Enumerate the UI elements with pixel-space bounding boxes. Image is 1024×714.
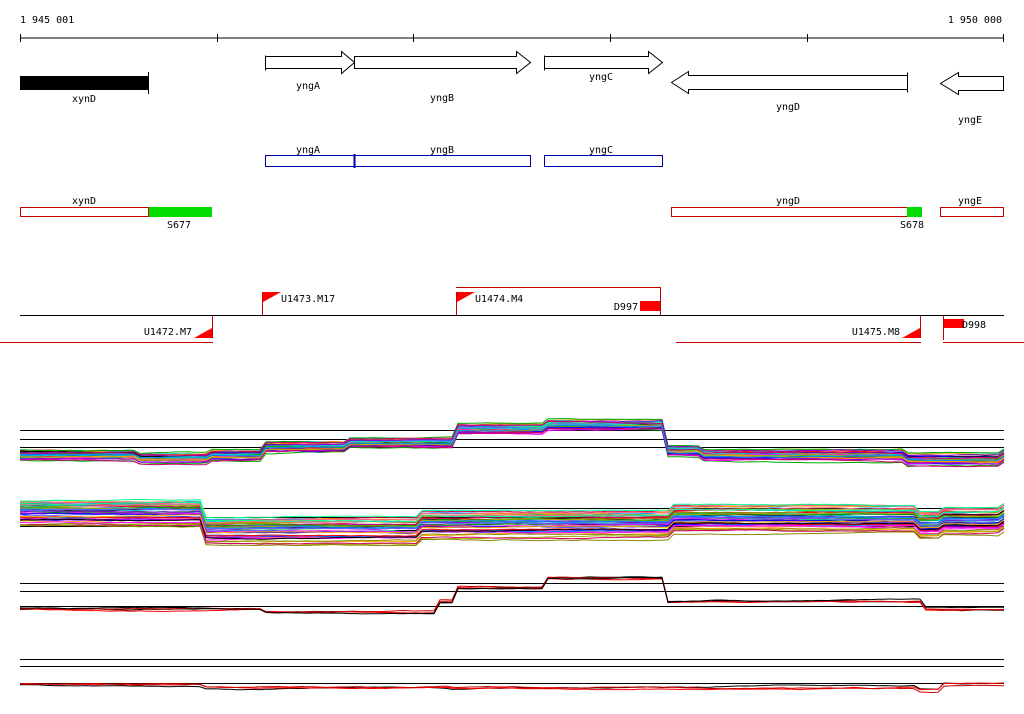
terminator-label-D998: D998 <box>962 320 986 331</box>
panel-2-series-line <box>19 515 1005 537</box>
panel-2-series-line <box>19 507 1005 528</box>
position-ruler: 1 945 001 1 950 000 <box>20 15 1004 42</box>
transcript-box-yngE[interactable] <box>940 207 1004 217</box>
promoter-label-U1473.M17: U1473.M17 <box>281 294 335 305</box>
panel-2-series-line <box>19 507 1005 529</box>
panel-2-series-line <box>19 515 1005 539</box>
gene-yngA[interactable] <box>265 50 356 75</box>
panel-2-series-line <box>19 521 1005 541</box>
gene-yngB[interactable] <box>354 50 532 75</box>
ruler-ticks <box>20 34 1004 42</box>
gene-track: xynD yngA yngB yngC yngD yngE <box>20 50 1004 126</box>
gene-yngE[interactable] <box>939 71 1004 96</box>
gene-label-yngA: yngA <box>296 81 320 92</box>
gene-label-xynD: xynD <box>72 94 96 105</box>
panel-1-series-line <box>20 420 1005 459</box>
marker-S678[interactable] <box>907 207 922 217</box>
operon-label-yngA: yngA <box>296 145 320 156</box>
panel-2-series-line <box>19 518 1005 540</box>
marker-label-S678: S678 <box>900 220 924 231</box>
marker-S677[interactable] <box>149 207 212 217</box>
transcript-track: xynD S677 yngD S678 yngE <box>20 196 1004 231</box>
promoter-label-U1475.M8: U1475.M8 <box>852 327 900 338</box>
panel-3-series-line <box>19 576 1005 614</box>
transcript-label-yngE: yngE <box>958 196 982 207</box>
terminator-D997[interactable] <box>640 301 660 311</box>
transcript-box-yngD[interactable] <box>671 207 908 217</box>
transcript-label-yngD: yngD <box>776 196 800 207</box>
ruler-start-label: 1 945 001 <box>20 15 74 26</box>
gene-label-yngE: yngE <box>958 115 982 126</box>
panel-2-series-line <box>19 508 1005 530</box>
gene-label-yngB: yngB <box>430 93 454 104</box>
expression-panels <box>19 418 1005 694</box>
panel-1-series-line <box>19 424 1005 462</box>
transcript-label-xynD: xynD <box>72 196 96 207</box>
operon-label-yngC: yngC <box>589 145 613 156</box>
operon-box-yngC[interactable] <box>544 155 663 167</box>
promoter-label-U1474.M4: U1474.M4 <box>475 294 523 305</box>
operon-label-yngB: yngB <box>430 145 454 156</box>
operon-box-yngA[interactable] <box>265 155 355 167</box>
operon-box-yngB[interactable] <box>354 155 531 167</box>
panel-3-series-line <box>19 576 1005 615</box>
promoter-flag-U1472.M7[interactable] <box>194 328 212 338</box>
gene-label-yngD: yngD <box>776 102 800 113</box>
promoter-flag-U1475.M8[interactable] <box>902 328 920 338</box>
marker-label-S677: S677 <box>167 220 191 231</box>
terminator-D998[interactable] <box>944 319 964 328</box>
panel-1-series-line <box>19 427 1005 468</box>
gene-label-yngC: yngC <box>589 72 613 83</box>
panel-2-series-line <box>19 503 1005 524</box>
promoter-track: U1473.M17 U1474.M4 D997 U1472.M7 U1475.M… <box>0 287 1024 343</box>
gene-yngD[interactable] <box>670 70 908 95</box>
transcript-box-xynD[interactable] <box>20 207 149 217</box>
panel-2-series-line <box>19 501 1005 523</box>
ruler-end-label: 1 950 000 <box>948 15 1002 26</box>
panel-2-series-line <box>19 514 1005 535</box>
panel-2-series-line <box>19 522 1005 543</box>
panel-1-series-line <box>20 424 1005 462</box>
promoter-label-U1472.M7: U1472.M7 <box>144 327 192 338</box>
operon-track: yngA yngB yngC <box>265 145 663 168</box>
gene-xynD[interactable] <box>20 76 148 90</box>
panel-3-series-line <box>19 576 1004 615</box>
panel-2-series-line <box>19 498 1005 519</box>
panel-4-series-line <box>19 682 1005 694</box>
terminator-label-D997: D997 <box>614 302 638 313</box>
gene-yngC[interactable] <box>544 50 664 75</box>
panel-2-series-line <box>19 524 1005 547</box>
promoter-flag-U1473.M17[interactable] <box>263 292 281 302</box>
promoter-flag-U1474.M4[interactable] <box>457 292 475 302</box>
panel-2-series-line <box>19 524 1005 545</box>
